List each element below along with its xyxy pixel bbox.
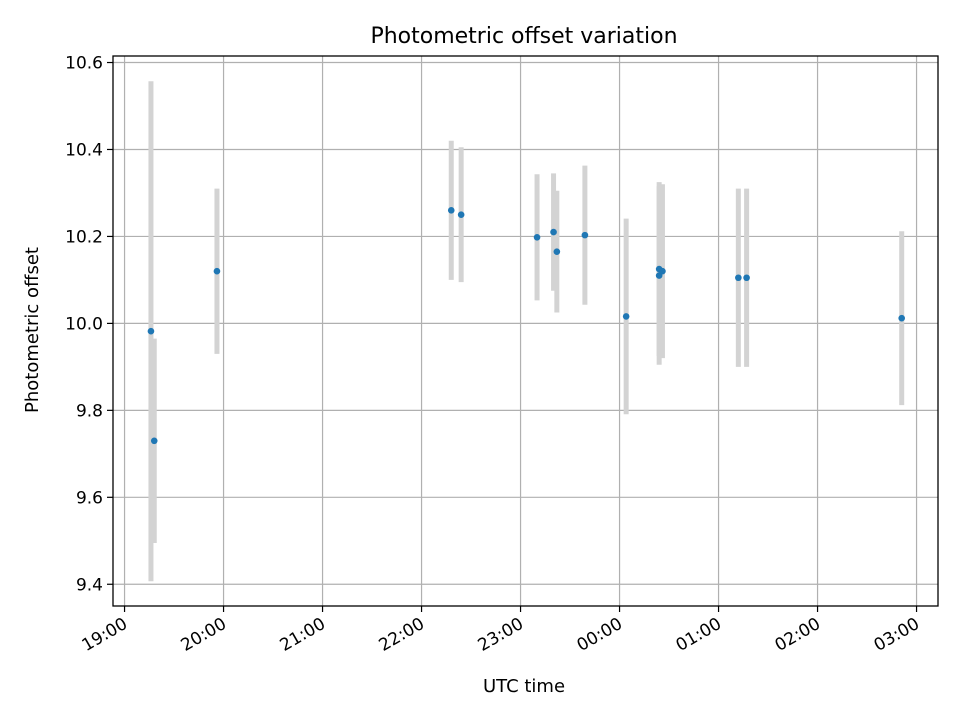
x-tick-label: 22:00 — [376, 614, 428, 656]
error-bars — [148, 81, 905, 582]
y-axis-label: Photometric offset — [22, 247, 43, 413]
plot-frame — [112, 55, 939, 607]
y-tick-label: 10.0 — [65, 314, 103, 334]
data-point — [213, 267, 221, 275]
data-point — [147, 327, 155, 335]
data-point — [553, 248, 561, 255]
data-point — [581, 231, 589, 239]
y-axis-ticks: 9.4 9.6 9.8 10.0 10.2 10.4 10.6 — [65, 54, 113, 595]
x-tick-label: 23:00 — [475, 614, 527, 656]
chart-title: Photometric offset variation — [370, 24, 677, 49]
x-tick-label: 21:00 — [277, 614, 329, 656]
data-points — [147, 207, 905, 445]
x-axis-label: UTC time — [483, 676, 565, 697]
x-tick-label: 19:00 — [79, 614, 131, 656]
data-point — [735, 274, 742, 282]
y-tick-label: 9.8 — [76, 401, 103, 421]
data-point — [550, 228, 557, 236]
data-point — [150, 437, 158, 445]
y-tick-label: 10.6 — [65, 54, 103, 74]
data-point — [533, 234, 541, 241]
x-tick-label: 01:00 — [673, 614, 725, 656]
data-point — [743, 274, 750, 282]
x-tick-label: 00:00 — [574, 614, 626, 656]
data-point — [659, 267, 666, 275]
y-tick-label: 10.4 — [65, 140, 103, 160]
x-axis-ticks: 19:00 20:00 21:00 22:00 23:00 00:00 01:00 02:00… — [79, 606, 923, 656]
data-point — [457, 211, 465, 218]
data-point — [622, 313, 630, 320]
x-tick-label: 03:00 — [871, 614, 923, 656]
y-tick-label: 9.6 — [76, 488, 103, 508]
grid-lines — [113, 56, 938, 606]
x-tick-label: 02:00 — [772, 614, 824, 656]
data-point — [447, 207, 455, 214]
y-tick-label: 9.4 — [76, 575, 103, 595]
x-tick-label: 20:00 — [178, 614, 230, 656]
y-tick-label: 10.2 — [65, 227, 103, 247]
data-point — [898, 314, 905, 322]
